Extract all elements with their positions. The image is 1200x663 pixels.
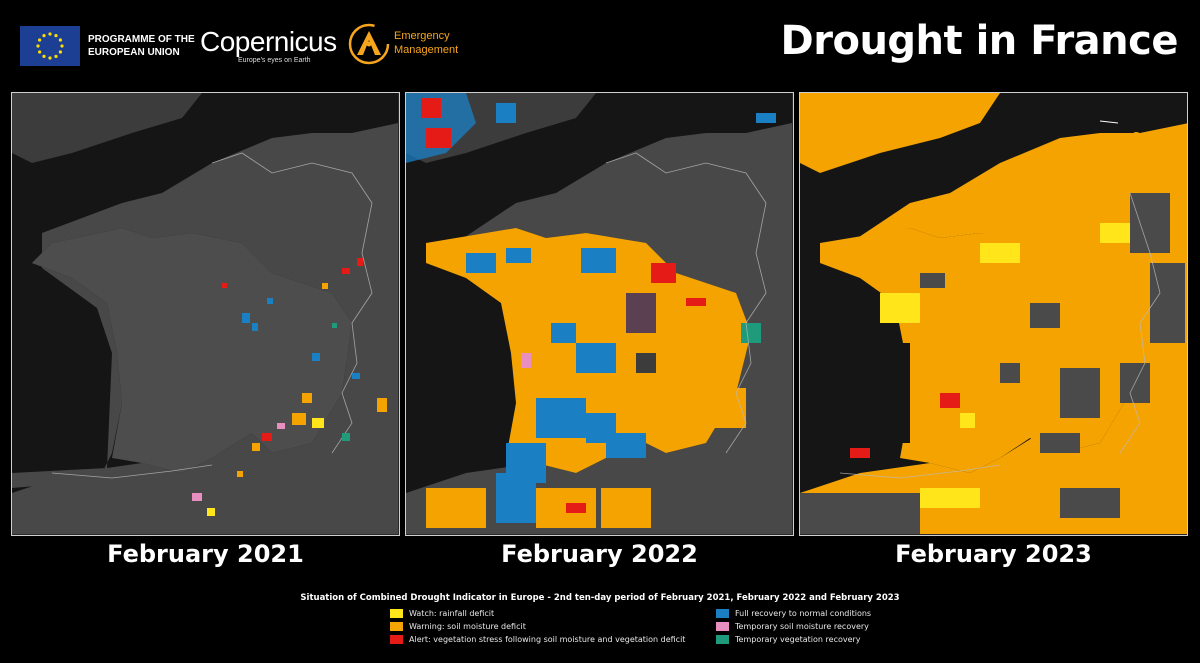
panel-label-2022: February 2022: [501, 540, 698, 568]
france-map-2022: [406, 93, 792, 534]
legend-item-warning: Warning: soil moisture deficit: [390, 620, 685, 632]
legend-swatch-watch: [390, 608, 403, 618]
annotation-line-2: moisture: [1118, 142, 1169, 153]
drought-pixels-2021: [192, 258, 387, 516]
annotation-line-3: deficit: [1125, 153, 1161, 164]
programme-line-1: PROGRAMME OF THE: [88, 34, 195, 45]
map-panel-2022: [405, 92, 794, 536]
copernicus-logo: Copernicus Europe's eyes on Earth: [200, 26, 337, 68]
programme-text: PROGRAMME OF THE EUROPEAN UNION: [88, 33, 195, 59]
annotation-line-1: Soil: [1132, 131, 1154, 142]
legend-item-alert: Alert: vegetation stress following soil …: [390, 633, 685, 645]
map-panel-2021: [11, 92, 400, 536]
copernicus-name: Copernicus: [200, 26, 337, 57]
legend-swatch-full-recovery: [716, 608, 729, 618]
legend-swatch-soil-recovery: [716, 621, 729, 631]
legend-label-alert: Alert: vegetation stress following soil …: [409, 634, 686, 644]
legend-item-full-recovery: Full recovery to normal conditions: [716, 607, 871, 619]
panel-label-2021: February 2021: [107, 540, 304, 568]
france-map-2023: [800, 93, 1187, 534]
legend-label-soil-recovery: Temporary soil moisture recovery: [735, 621, 869, 631]
soil-moisture-annotation: Soil moisture deficit: [1118, 131, 1168, 164]
drought-pixels-2022: [406, 93, 776, 528]
legend-label-full-recovery: Full recovery to normal conditions: [735, 608, 872, 618]
panel-label-2023: February 2023: [895, 540, 1092, 568]
ems-line-1: Emergency: [394, 30, 450, 42]
legend-title: Situation of Combined Drought Indicator …: [300, 593, 900, 603]
map-panel-2023: Soil moisture deficit: [799, 92, 1188, 536]
emergency-management-icon: [347, 22, 391, 66]
legend-swatch-vegetation-recovery: [716, 634, 729, 644]
france-map-2021: [12, 93, 398, 534]
legend-item-vegetation-recovery: Temporary vegetation recovery: [716, 633, 871, 645]
legend-item-watch: Watch: rainfall deficit: [390, 607, 685, 619]
copernicus-tagline: Europe's eyes on Earth: [238, 57, 311, 64]
legend-swatch-warning: [390, 621, 403, 631]
legend-swatch-alert: [390, 634, 403, 644]
programme-line-2: EUROPEAN UNION: [88, 47, 180, 58]
legend-label-vegetation-recovery: Temporary vegetation recovery: [735, 634, 861, 644]
drought-pixels-2023: [800, 193, 1185, 534]
ems-line-2: Management: [394, 44, 459, 56]
header: PROGRAMME OF THE EUROPEAN UNION Copernic…: [0, 0, 1200, 90]
emergency-management-text: Emergency Management: [394, 29, 458, 57]
eu-flag-icon: [20, 26, 80, 66]
legend-column-left: Watch: rainfall deficit Warning: soil mo…: [390, 607, 685, 646]
legend-column-right: Full recovery to normal conditions Tempo…: [716, 607, 871, 646]
page-title: Drought in France: [780, 18, 1179, 64]
legend-item-soil-recovery: Temporary soil moisture recovery: [716, 620, 871, 632]
legend-label-warning: Warning: soil moisture deficit: [409, 621, 526, 631]
legend-label-watch: Watch: rainfall deficit: [409, 608, 495, 618]
